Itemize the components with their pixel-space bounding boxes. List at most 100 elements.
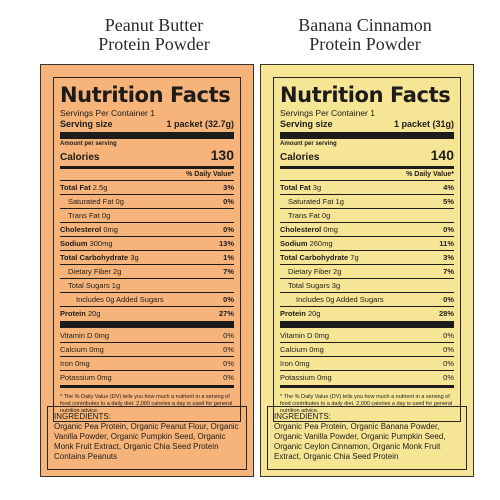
nutrient-name: Total Carbohydrate [60, 253, 129, 262]
nutrient-row: Dietary Fiber 2g 7% [280, 264, 454, 278]
vitamin-daily-value: 0% [443, 345, 454, 354]
nutrient-amount: 2g [333, 267, 342, 276]
nutrient-amount: 1g [335, 197, 344, 206]
product-title: Peanut Butter Protein Powder [54, 16, 254, 54]
nutrient-amount: 0mg [323, 225, 338, 234]
vitamin-amount: 0mg [75, 359, 90, 368]
nutrient-daily-value: 7% [443, 267, 454, 276]
serving-size-row: Serving size 1 packet (32.7g) [60, 119, 234, 131]
vitamin-amount: 0mg [309, 345, 324, 354]
nutrient-name: Cholesterol [60, 225, 102, 234]
calories-value: 130 [210, 147, 234, 163]
vitamin-daily-value: 0% [443, 373, 454, 382]
nutrient-amount: 0g [115, 197, 124, 206]
nutrient-daily-value: 0% [223, 295, 234, 304]
product-title-line: Banana Cinnamon [298, 15, 432, 35]
amount-per-serving: Amount per serving [60, 141, 117, 147]
nutrient-name: Protein [60, 309, 86, 318]
vitamin-cell: Calcium 0mg [280, 343, 324, 356]
nutrient-cell: Trans Fat 0g [288, 209, 330, 222]
serving-size-label: Serving size [280, 119, 333, 129]
nutrient-daily-value: 3% [223, 183, 234, 192]
vitamin-daily-value: 0% [223, 331, 234, 340]
nutrient-amount: 3g [312, 183, 322, 192]
nutrient-name: Total Fat [60, 183, 91, 192]
divider-thick [60, 132, 234, 139]
vitamin-name: Calcium [280, 345, 308, 354]
nutrient-daily-value: 13% [218, 239, 234, 248]
divider-thick [280, 321, 454, 328]
vitamin-name: Potassium [280, 373, 316, 382]
nutrient-cell: Includes 0g Added Sugars [296, 293, 384, 306]
nutrient-daily-value: 0% [223, 197, 234, 206]
nutrient-name: Total Sugars [288, 281, 330, 290]
ingredients-line: Organic Pea Protein, Organic Banana Powd… [274, 422, 446, 461]
calories-label: Calories [60, 152, 100, 163]
nutrient-name: Cholesterol [280, 225, 322, 234]
vitamin-daily-value: 0% [223, 373, 234, 382]
divider-thick [60, 321, 234, 328]
nutrient-name: Includes 0g Added Sugars [76, 295, 164, 304]
ingredients-line: INGREDIENTS: [54, 412, 111, 421]
nutrient-cell: Sodium 300mg [60, 237, 113, 250]
nutrient-name: Saturated Fat [68, 197, 114, 206]
nutrient-cell: Includes 0g Added Sugars [76, 293, 164, 306]
nutrient-amount: 1g [111, 281, 121, 290]
vitamin-amount: 0mg [295, 359, 310, 368]
nutrient-daily-value: 5% [443, 197, 454, 206]
vitamin-row: Vitamin D 0mg 0% [60, 329, 234, 342]
daily-value-header: % Daily Value* [406, 171, 454, 178]
servings-row: Servings Per Container 1 [280, 108, 454, 119]
vitamin-amount: 0mg [94, 331, 110, 340]
nutrient-row: Protein 20g 28% [280, 306, 454, 320]
nutrient-name: Trans Fat [288, 211, 320, 220]
daily-value-footnote: * The % Daily Value (DV) tells you how m… [280, 394, 453, 414]
servings-per-container: Servings Per Container 1 [280, 108, 375, 118]
nutrient-cell: Cholesterol 0mg [280, 223, 338, 236]
vitamin-name: Vitamin D [280, 331, 313, 340]
nutrient-daily-value: 7% [223, 267, 234, 276]
serving-size-value: 1 packet (32.7g) [166, 119, 234, 129]
nutrient-amount: 2g [113, 267, 122, 276]
product-title: Banana Cinnamon Protein Powder [265, 16, 465, 54]
nutrient-cell: Protein 20g [280, 307, 320, 320]
servings-row: Servings Per Container 1 [60, 108, 234, 119]
vitamin-row: Vitamin D 0mg 0% [280, 329, 454, 342]
nutrient-name: Sodium [280, 239, 308, 248]
amount-per-serving: Amount per serving [280, 141, 337, 147]
nutrition-facts-heading: Nutrition Facts [280, 83, 451, 107]
nutrient-row: Total Fat 2.5g 3% [60, 180, 234, 194]
nutrient-amount: 260mg [309, 239, 333, 248]
nutrient-amount: 2.5g [92, 183, 108, 192]
nutrient-amount: 7g [350, 253, 359, 262]
nutrient-cell: Total Carbohydrate 3g [60, 251, 139, 264]
nutrient-cell: Total Sugars 3g [288, 279, 340, 292]
nutrient-row: Cholesterol 0mg 0% [280, 222, 454, 236]
nutrient-name: Saturated Fat [288, 197, 334, 206]
nutrient-cell: Protein 20g [60, 307, 100, 320]
calories-row: Calories 130 [60, 148, 234, 165]
divider-medium [60, 166, 234, 169]
nutrient-row: Trans Fat 0g [60, 208, 234, 222]
vitamin-name: Vitamin D [60, 331, 93, 340]
vitamin-row: Iron 0mg 0% [280, 356, 454, 370]
divider-medium [280, 166, 454, 169]
nutrient-name: Trans Fat [68, 211, 100, 220]
nutrient-daily-value: 28% [438, 309, 454, 318]
nutrient-amount: 3g [130, 253, 139, 262]
daily-value-footnote: * The % Daily Value (DV) tells you how m… [60, 394, 233, 414]
vitamin-row: Calcium 0mg 0% [280, 342, 454, 356]
nutrient-cell: Trans Fat 0g [68, 209, 110, 222]
nutrient-daily-value: 1% [223, 253, 234, 262]
nutrient-row: Total Fat 3g 4% [280, 180, 454, 194]
nutrient-daily-value: 3% [443, 253, 454, 262]
nutrient-cell: Cholesterol 0mg [60, 223, 118, 236]
nutrient-cell: Dietary Fiber 2g [288, 265, 341, 278]
nutrient-cell: Dietary Fiber 2g [68, 265, 121, 278]
vitamin-name: Iron [280, 359, 293, 368]
vitamin-daily-value: 0% [223, 345, 234, 354]
vitamin-row: Potassium 0mg 0% [280, 370, 454, 384]
vitamin-daily-value: 0% [443, 331, 454, 340]
nutrient-row: Total Carbohydrate 3g 1% [60, 250, 234, 264]
